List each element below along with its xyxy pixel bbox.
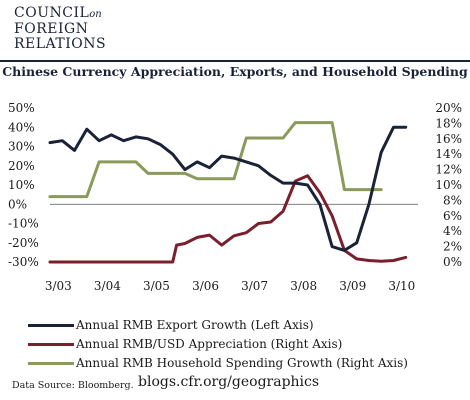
right-axis-tick-label: 2% bbox=[443, 240, 462, 254]
series-line-spending bbox=[48, 121, 383, 199]
right-axis-tick-label: 14% bbox=[435, 147, 462, 161]
logo-line3: RELATIONS bbox=[14, 36, 107, 52]
left-axis-tick-label: 20% bbox=[8, 159, 35, 173]
left-axis-tick-label: 40% bbox=[8, 120, 35, 134]
right-axis-tick-label: 12% bbox=[435, 163, 462, 177]
header-rule bbox=[0, 60, 470, 62]
x-axis-tick-label: 3/07 bbox=[241, 279, 268, 293]
legend-item-spending: Annual RMB Household Spending Growth (Ri… bbox=[28, 354, 408, 372]
x-axis-tick-label: 3/06 bbox=[192, 279, 219, 293]
cfr-logo: COUNCILon FOREIGN RELATIONS bbox=[14, 6, 106, 52]
left-axis-tick-label: 10% bbox=[8, 178, 35, 192]
legend-swatch-appreciation bbox=[28, 342, 74, 346]
right-axis-tick-label: 18% bbox=[435, 116, 462, 130]
x-axis-tick-label: 3/10 bbox=[388, 279, 415, 293]
left-axis-tick-label: 0% bbox=[8, 197, 27, 211]
data-source: Data Source: Bloomberg. bbox=[12, 380, 134, 391]
left-axis-tick-label: -20% bbox=[8, 236, 39, 250]
x-axis-tick-label: 3/05 bbox=[143, 279, 170, 293]
legend-label-export: Annual RMB Export Growth (Left Axis) bbox=[76, 318, 314, 332]
right-axis-tick-label: 20% bbox=[435, 101, 462, 115]
left-axis-tick-label: 30% bbox=[8, 140, 35, 154]
logo-line2: FOREIGN bbox=[14, 21, 89, 37]
x-axis-tick-label: 3/09 bbox=[339, 279, 366, 293]
right-axis-tick-label: 16% bbox=[435, 132, 462, 146]
legend-swatch-spending bbox=[28, 361, 74, 365]
right-axis-tick-label: 8% bbox=[443, 193, 462, 207]
left-axis-tick-label: -10% bbox=[8, 217, 39, 231]
right-axis-tick-label: 6% bbox=[443, 209, 462, 223]
left-axis-tick-label: 50% bbox=[8, 101, 35, 115]
legend-label-appreciation: Annual RMB/USD Appreciation (Right Axis) bbox=[76, 337, 343, 351]
chart-title: Chinese Currency Appreciation, Exports, … bbox=[2, 64, 468, 79]
x-axis-tick-label: 3/08 bbox=[290, 279, 317, 293]
right-axis-tick-label: 0% bbox=[443, 255, 462, 269]
legend-item-export: Annual RMB Export Growth (Left Axis) bbox=[28, 316, 314, 334]
series-line-appreciation bbox=[48, 174, 408, 264]
right-axis-tick-label: 10% bbox=[435, 178, 462, 192]
site-url: blogs.cfr.org/geographics bbox=[138, 374, 320, 390]
x-axis-tick-label: 3/03 bbox=[45, 279, 72, 293]
logo-line1: COUNCIL bbox=[14, 5, 90, 21]
right-axis-tick-label: 4% bbox=[443, 224, 462, 238]
line-chart: 50%40%30%20%10%0%-10%-20%-30%20%18%16%14… bbox=[8, 101, 462, 293]
x-axis-tick-label: 3/04 bbox=[94, 279, 121, 293]
logo-on: on bbox=[89, 9, 102, 20]
left-axis-tick-label: -30% bbox=[8, 255, 39, 269]
legend-label-spending: Annual RMB Household Spending Growth (Ri… bbox=[76, 356, 408, 370]
legend-item-appreciation: Annual RMB/USD Appreciation (Right Axis) bbox=[28, 335, 342, 353]
series-line-export bbox=[48, 125, 408, 252]
legend-swatch-export bbox=[28, 323, 74, 327]
